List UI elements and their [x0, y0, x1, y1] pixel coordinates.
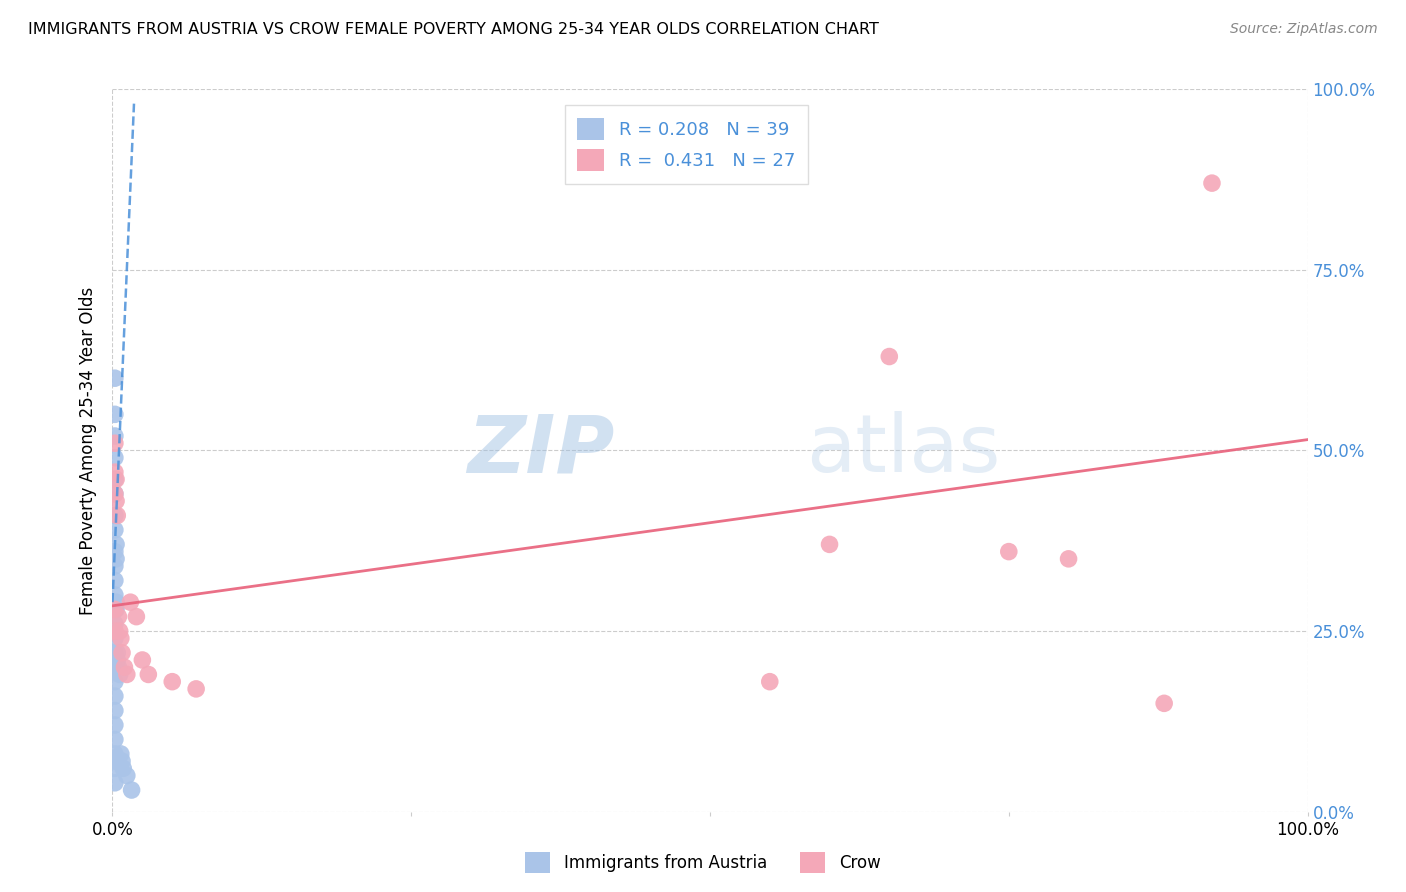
Point	[105, 646, 128, 660]
Point	[121, 783, 143, 797]
Point	[1201, 176, 1223, 190]
Point	[114, 660, 135, 674]
Legend: Immigrants from Austria, Crow: Immigrants from Austria, Crow	[519, 846, 887, 880]
Point	[104, 371, 127, 385]
Point	[104, 718, 127, 732]
Legend: R = 0.208   N = 39, R =  0.431   N = 27: R = 0.208 N = 39, R = 0.431 N = 27	[565, 105, 807, 184]
Point	[112, 761, 135, 775]
Point	[107, 609, 129, 624]
Point	[104, 646, 127, 660]
Point	[104, 407, 127, 421]
Text: atlas: atlas	[806, 411, 1000, 490]
Point	[104, 616, 127, 631]
Point	[125, 609, 148, 624]
Y-axis label: Female Poverty Among 25-34 Year Olds: Female Poverty Among 25-34 Year Olds	[79, 286, 97, 615]
Point	[110, 632, 132, 646]
Point	[111, 646, 134, 660]
Point	[104, 602, 127, 616]
Point	[108, 667, 131, 681]
Point	[998, 544, 1021, 558]
Point	[104, 450, 127, 465]
Point	[162, 674, 183, 689]
Point	[104, 508, 127, 523]
Point	[759, 674, 782, 689]
Point	[104, 747, 127, 761]
Point	[105, 508, 128, 523]
Point	[115, 667, 138, 681]
Point	[115, 769, 138, 783]
Point	[104, 602, 127, 616]
Point	[111, 754, 134, 768]
Point	[104, 523, 127, 537]
Point	[105, 602, 128, 616]
Text: ZIP: ZIP	[467, 411, 614, 490]
Text: Source: ZipAtlas.com: Source: ZipAtlas.com	[1230, 22, 1378, 37]
Point	[138, 667, 160, 681]
Point	[104, 574, 127, 588]
Point	[105, 595, 128, 609]
Point	[879, 350, 901, 364]
Point	[818, 537, 841, 551]
Text: IMMIGRANTS FROM AUSTRIA VS CROW FEMALE POVERTY AMONG 25-34 YEAR OLDS CORRELATION: IMMIGRANTS FROM AUSTRIA VS CROW FEMALE P…	[28, 22, 879, 37]
Point	[104, 465, 127, 479]
Point	[1057, 551, 1080, 566]
Point	[104, 436, 127, 450]
Point	[105, 653, 128, 667]
Point	[120, 595, 142, 609]
Point	[104, 660, 127, 674]
Point	[105, 551, 128, 566]
Point	[186, 681, 208, 696]
Point	[104, 674, 127, 689]
Point	[108, 624, 131, 639]
Point	[131, 653, 153, 667]
Point	[104, 472, 127, 486]
Point	[104, 588, 127, 602]
Point	[104, 689, 127, 703]
Point	[104, 754, 127, 768]
Point	[104, 776, 127, 790]
Point	[104, 732, 127, 747]
Point	[104, 704, 127, 718]
Point	[104, 544, 127, 558]
Point	[107, 660, 129, 674]
Point	[105, 494, 128, 508]
Point	[104, 487, 127, 501]
Point	[104, 624, 127, 639]
Point	[104, 632, 127, 646]
Point	[104, 559, 127, 574]
Point	[104, 429, 127, 443]
Point	[104, 487, 127, 501]
Point	[1153, 696, 1175, 710]
Point	[105, 537, 128, 551]
Point	[104, 761, 127, 775]
Point	[105, 472, 128, 486]
Point	[110, 747, 132, 761]
